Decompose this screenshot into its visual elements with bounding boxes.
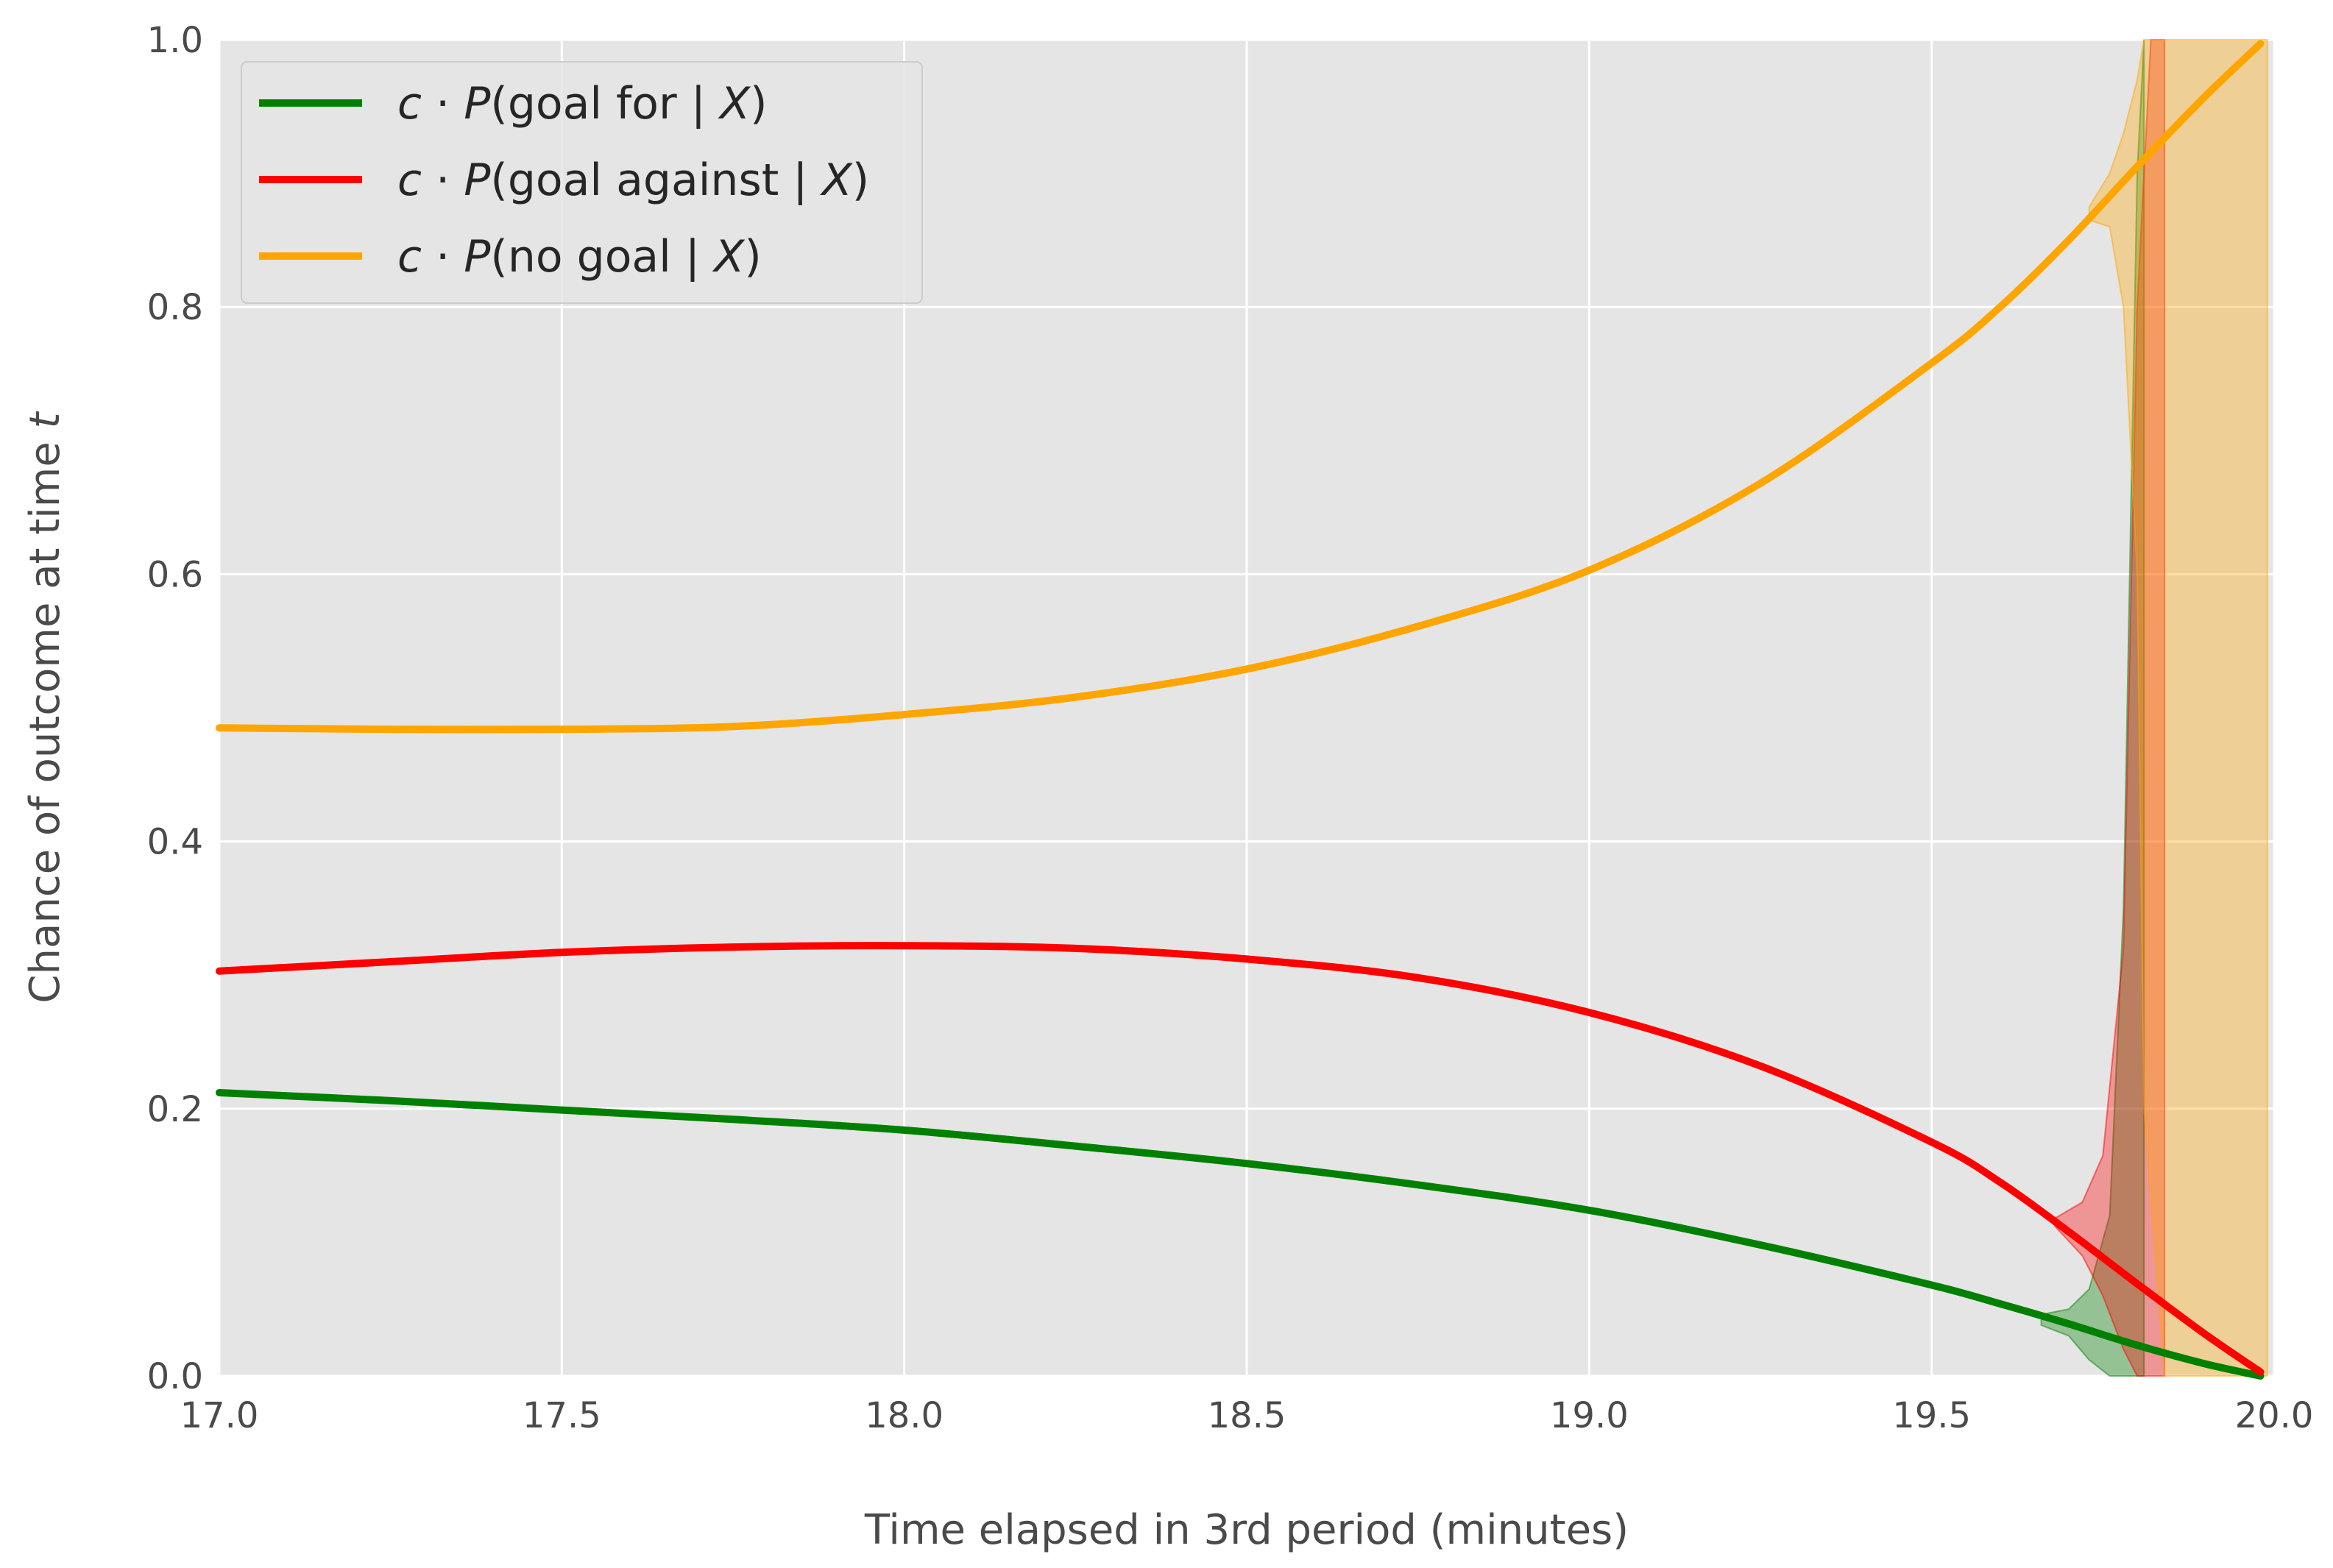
y-axis-label: Chance of outcome at time t	[21, 411, 69, 1003]
uncertainty-band-2	[2088, 39, 2268, 1377]
legend: c · P(goal for | X) c · P(goal against | …	[241, 61, 923, 304]
x-tick-label: 19.0	[1550, 1395, 1629, 1436]
x-axis-label: Time elapsed in 3rd period (minutes)	[864, 1506, 1629, 1554]
y-tick-label: 0.4	[147, 822, 203, 863]
x-tick-label: 17.0	[180, 1395, 259, 1436]
x-tick-label: 18.0	[865, 1395, 944, 1436]
x-tick-label: 17.5	[523, 1395, 601, 1436]
y-tick-label: 0.0	[147, 1356, 203, 1397]
series-line-0	[216, 1089, 2265, 1380]
x-tick-label: 20.0	[2235, 1395, 2314, 1436]
series-line-2	[216, 40, 2265, 734]
band-overlay	[2164, 40, 2267, 1376]
legend-label-1: c · P(goal against | X)	[397, 155, 869, 206]
legend-box	[241, 61, 923, 304]
legend-label-0: c · P(goal for | X)	[397, 78, 768, 130]
legend-label-2: c · P(no goal | X)	[397, 231, 762, 283]
series-lines	[216, 40, 2265, 1380]
series-line-1	[216, 942, 2265, 1376]
x-tick-label: 19.5	[1892, 1395, 1971, 1436]
y-tick-label: 1.0	[147, 20, 203, 61]
x-tick-labels: 17.0 17.5 18.0 18.5 19.0 19.5 20.0	[180, 1395, 2314, 1436]
y-tick-label: 0.2	[147, 1089, 203, 1130]
uncertainty-bands	[2040, 39, 2268, 1377]
y-tick-labels: 0.0 0.2 0.4 0.6 0.8 1.0	[147, 20, 203, 1397]
x-tick-label: 18.5	[1208, 1395, 1286, 1436]
y-tick-label: 0.6	[147, 554, 203, 595]
y-tick-label: 0.8	[147, 287, 203, 328]
